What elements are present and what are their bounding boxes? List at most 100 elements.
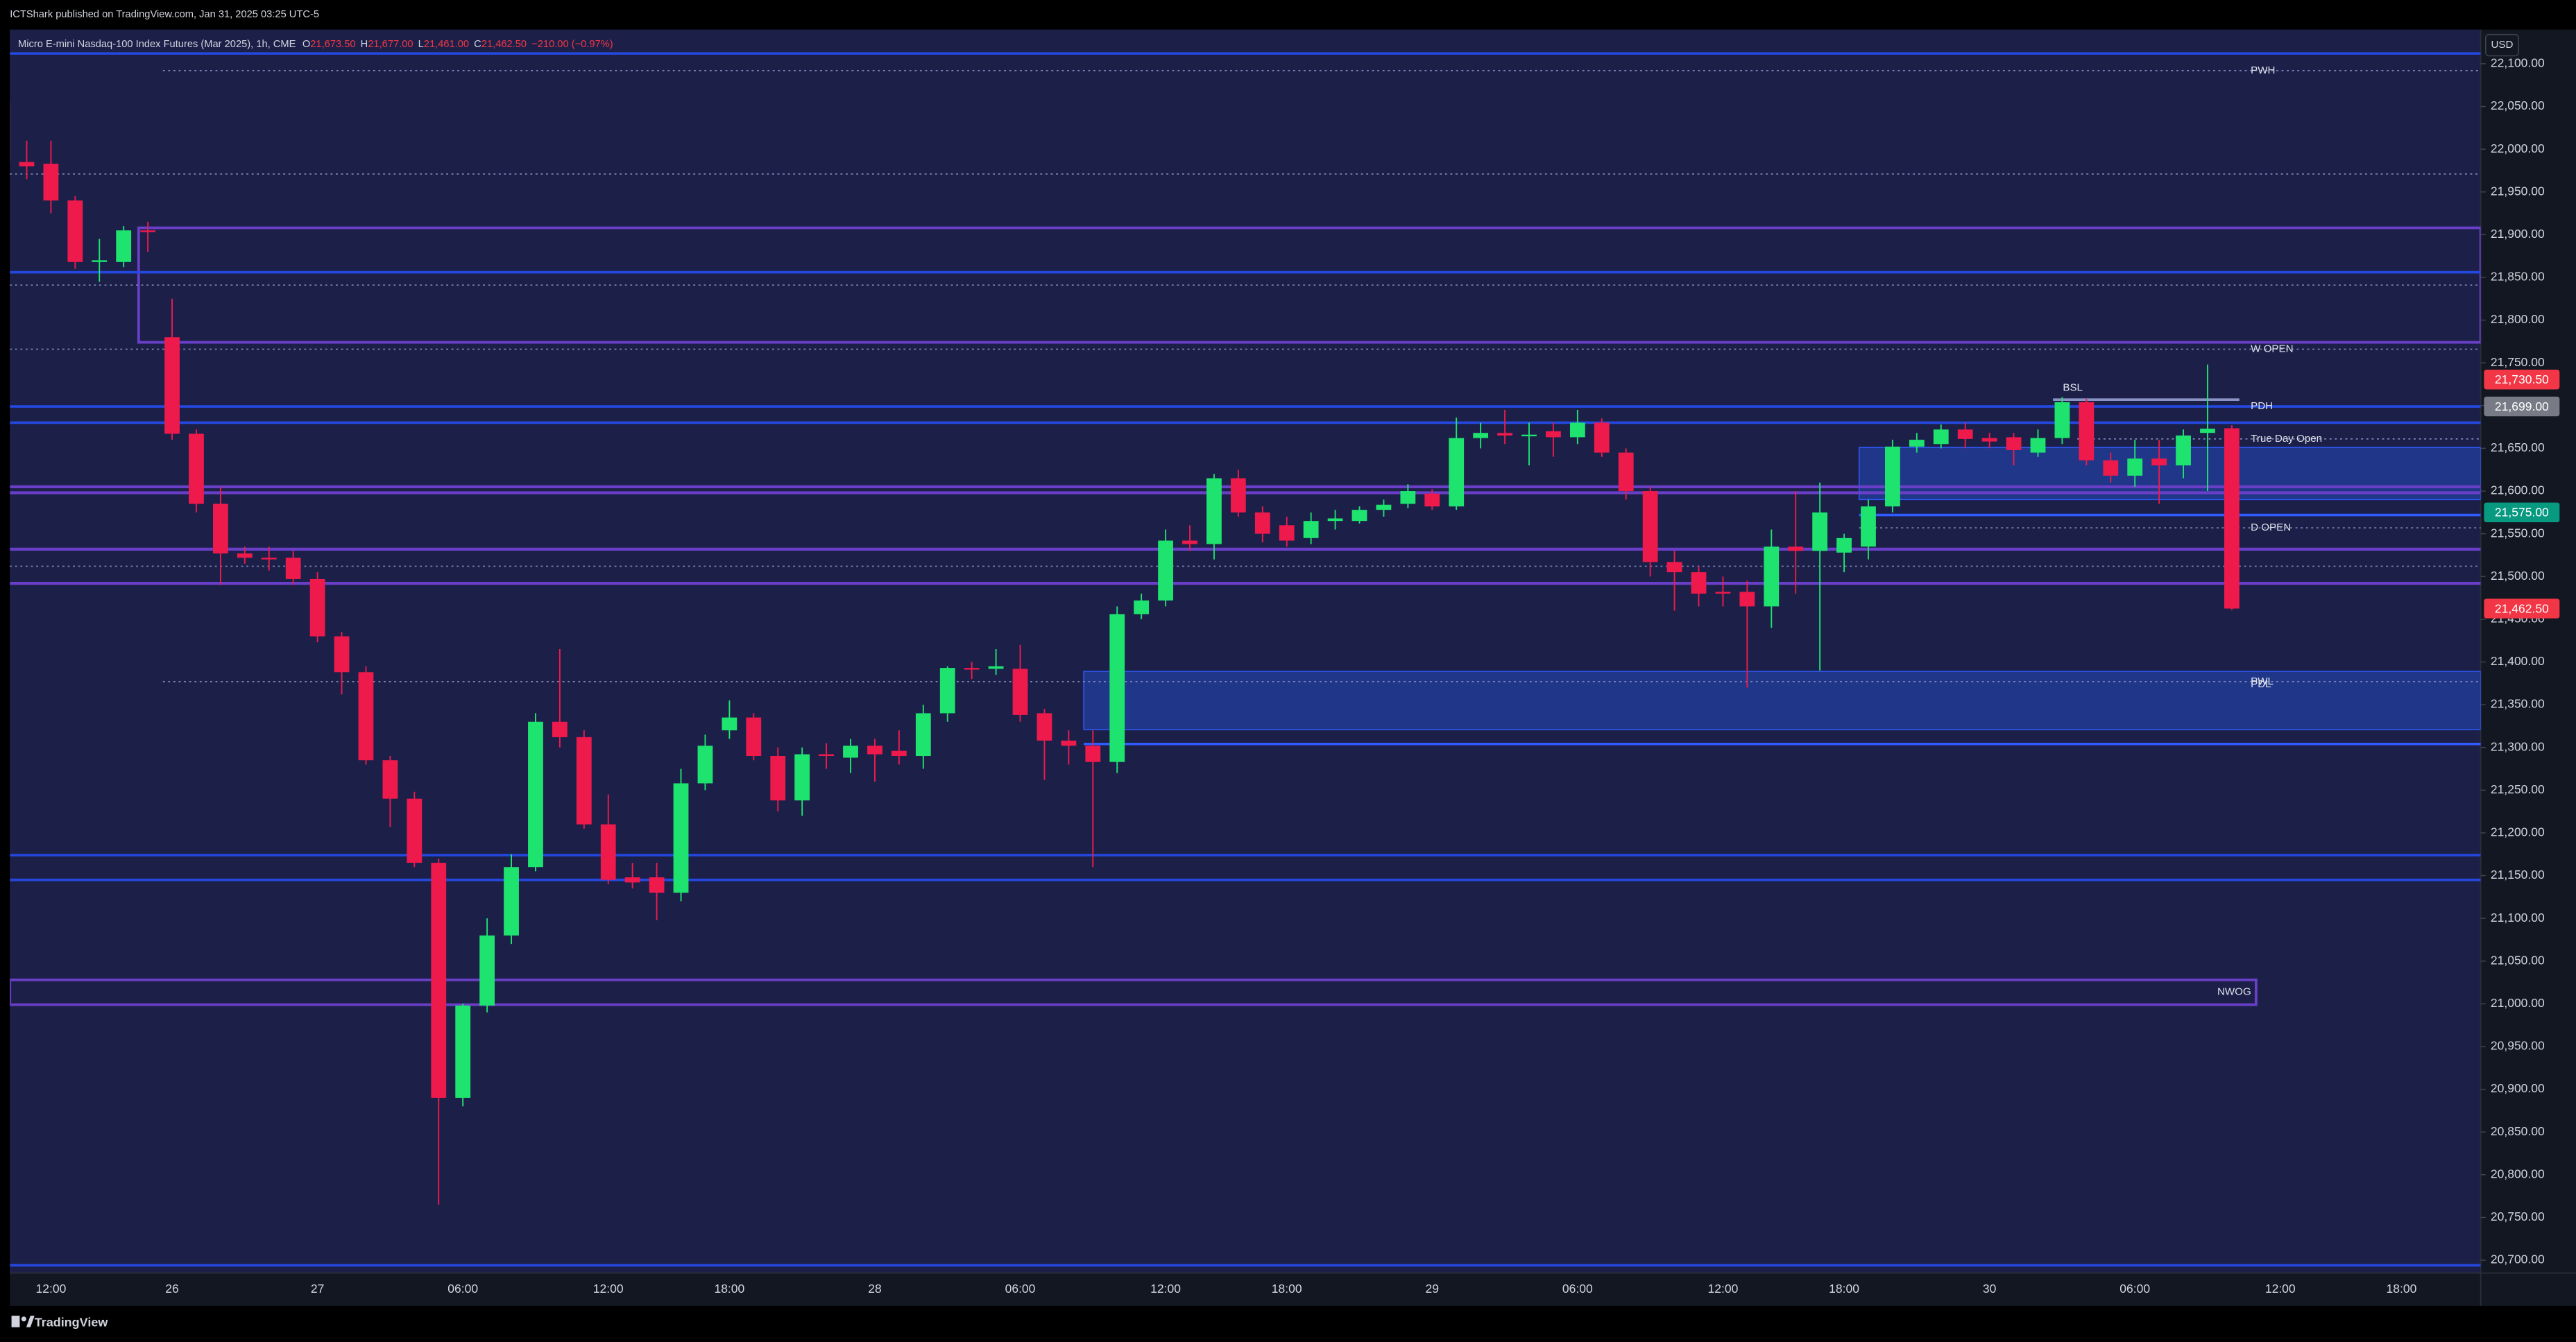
candle-body — [19, 162, 35, 166]
candle-body — [819, 754, 834, 757]
candle-body — [309, 578, 325, 637]
candle-body — [1182, 540, 1197, 544]
y-tick-label: 21,550.00 — [2491, 526, 2545, 540]
candle-body — [1473, 433, 1489, 438]
symbol-header: Micro E-mini Nasdaq-100 Index Futures (M… — [18, 39, 613, 50]
candle-body — [189, 433, 204, 504]
candle-body — [1788, 547, 1804, 551]
ohlc-value: 21,677.00 — [368, 39, 413, 50]
zone — [10, 978, 2258, 1006]
candle-body — [1642, 491, 1658, 562]
y-tick-label: 21,850.00 — [2491, 270, 2545, 284]
x-tick-label: 06:00 — [1005, 1282, 1036, 1296]
candle-body — [2054, 402, 2070, 438]
candle-body — [1254, 512, 1270, 534]
price-axis — [2480, 29, 2576, 1306]
ohlc-value: 21,461.00 — [424, 39, 469, 50]
candle-body — [624, 877, 640, 883]
x-tick-label: 12:00 — [593, 1282, 624, 1296]
candle-body — [1061, 740, 1077, 746]
zone — [137, 226, 2481, 344]
level-labels: PDL NWOG PWH W OPEN BSL PDH True Day Open D OPE… — [2063, 64, 2322, 998]
candle-body — [1424, 493, 1440, 507]
candle-body — [939, 668, 955, 714]
x-tick-label: 12:00 — [35, 1282, 66, 1296]
candle-body — [1279, 525, 1295, 541]
level-label: PDH — [2251, 400, 2273, 412]
candle-body — [1715, 592, 1731, 594]
candle-body — [358, 672, 374, 761]
level-label: PWH — [2251, 64, 2275, 76]
price-tag-label: 21,699.00 — [2495, 399, 2549, 413]
candle-body — [697, 746, 713, 784]
candle-body — [770, 756, 786, 801]
ohlc-label: H — [361, 39, 368, 50]
zone — [1083, 671, 2481, 730]
x-tick-label: 12:00 — [1150, 1282, 1181, 1296]
candle-body — [285, 558, 301, 579]
price-tag — [2484, 396, 2560, 417]
candle-body — [1764, 547, 1780, 607]
candle-body — [1351, 510, 1367, 522]
x-tick-label: 18:00 — [714, 1282, 744, 1296]
candle-body — [2079, 402, 2095, 461]
price-tag-label: 21,462.50 — [2495, 601, 2549, 615]
ohlc-label: O — [302, 39, 310, 50]
candle-body — [1012, 669, 1028, 715]
x-tick-label: 18:00 — [2386, 1282, 2416, 1296]
candle-body — [334, 636, 350, 673]
candle-body — [1134, 600, 1150, 614]
candle-body — [1861, 506, 1876, 547]
y-tick-label: 21,400.00 — [2491, 654, 2545, 668]
y-tick-label: 21,250.00 — [2491, 782, 2545, 796]
candle-body — [43, 164, 59, 201]
y-tick-label: 21,000.00 — [2491, 996, 2545, 1010]
candle-body — [1933, 429, 1949, 445]
candle-body — [92, 260, 108, 262]
price-tag-label: 21,575.00 — [2495, 506, 2549, 519]
y-tick-label: 20,800.00 — [2491, 1167, 2545, 1180]
candle-body — [1909, 440, 1925, 447]
y-tick-label: 21,200.00 — [2491, 825, 2545, 839]
candle-body — [1109, 614, 1125, 762]
candle-body — [455, 1005, 471, 1098]
candle-body — [988, 666, 1004, 669]
candle-body — [915, 713, 931, 757]
candle-body — [1739, 592, 1755, 607]
y-tick-label: 21,350.00 — [2491, 697, 2545, 711]
x-tick-label: 18:00 — [1829, 1282, 1859, 1296]
candle-body — [528, 721, 543, 868]
candle-body — [164, 337, 180, 434]
y-tick-label: 22,050.00 — [2491, 98, 2545, 112]
time-axis — [10, 1273, 2481, 1306]
y-tick-label: 20,750.00 — [2491, 1210, 2545, 1223]
level-label: W OPEN — [2251, 343, 2293, 354]
candle-body — [479, 935, 495, 1006]
candle-body — [2030, 438, 2046, 453]
candle-body — [2200, 429, 2215, 433]
candle-body — [237, 553, 253, 558]
candle-body — [2151, 458, 2167, 466]
x-tick-label: 29 — [1426, 1282, 1439, 1296]
candle-body — [1400, 491, 1416, 504]
ohlc-label: L — [418, 39, 424, 50]
candle-body — [1037, 713, 1052, 741]
y-tick-label: 21,150.00 — [2491, 868, 2545, 881]
candle-body — [576, 737, 592, 825]
x-tick-label: 12:00 — [1708, 1282, 1739, 1296]
y-tick-label: 20,850.00 — [2491, 1124, 2545, 1138]
logo-mark — [21, 1316, 26, 1322]
zone-label: NWOG — [2217, 986, 2251, 998]
logo-text: TradingView — [35, 1316, 109, 1330]
currency: USD — [2491, 39, 2513, 51]
y-tick-label: 20,700.00 — [2491, 1253, 2545, 1266]
symbol: Micro E-mini Nasdaq-100 Index Futures (M… — [18, 39, 296, 50]
candle-body — [673, 783, 689, 893]
plot-area — [10, 52, 2481, 1267]
ohlc-value: 21,462.50 — [481, 39, 527, 50]
x-tick-label: 28 — [868, 1282, 881, 1296]
x-tick-label: 18:00 — [1272, 1282, 1302, 1296]
y-tick-label: 21,650.00 — [2491, 440, 2545, 454]
level-label: PWL — [2251, 676, 2274, 687]
